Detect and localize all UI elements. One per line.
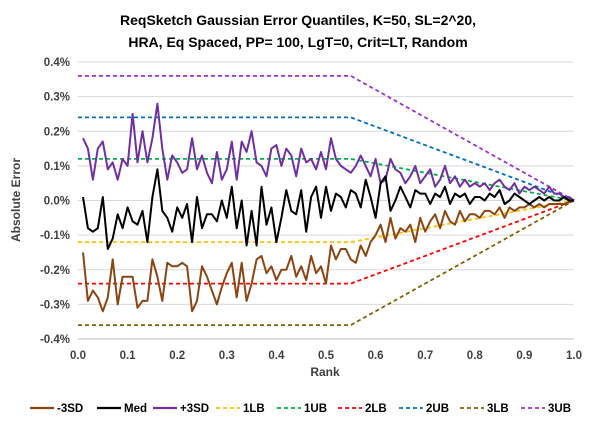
x-tick-label: 0.9 xyxy=(516,350,532,362)
x-tick-label: 0.7 xyxy=(417,350,433,362)
x-tick-label: 0.0 xyxy=(70,350,86,362)
x-tick-label: 0.1 xyxy=(120,350,137,362)
y-tick-label: -0.2% xyxy=(40,265,70,277)
y-tick-label: 0.3% xyxy=(44,92,70,104)
y-tick-labels: 0.4% 0.3% 0.2% 0.1% 0.0% -0.1% -0.2% -0.3% -0.4% xyxy=(40,57,70,346)
legend-label: Med xyxy=(124,403,147,415)
y-axis-title: Absolute Error xyxy=(9,158,23,242)
series-line-3ub xyxy=(78,75,575,202)
legend-label: 3UB xyxy=(548,403,571,415)
series-line-3sd xyxy=(82,199,575,313)
y-tick-label: -0.1% xyxy=(40,230,70,242)
x-tick-label: 0.3 xyxy=(219,350,235,362)
x-tick-label: 0.5 xyxy=(318,350,335,362)
series-line-med xyxy=(82,168,574,250)
x-tick-label: 0.2 xyxy=(169,350,185,362)
series-line-3lb xyxy=(78,199,575,327)
y-tick-label: 0.1% xyxy=(44,161,70,173)
legend-label: -3SD xyxy=(57,403,83,415)
legend-label: 2LB xyxy=(365,403,387,415)
legend: -3SD Med +3SD 1LB 1UB 2LB 2UB 3LB 3UB xyxy=(30,403,571,415)
series-line-3sd xyxy=(82,102,575,202)
legend-label: 1UB xyxy=(304,403,327,415)
legend-label: 1LB xyxy=(243,403,265,415)
x-tick-label: 0.6 xyxy=(368,350,384,362)
legend-label: +3SD xyxy=(180,403,209,415)
series-layer xyxy=(78,75,575,327)
x-axis-title: Rank xyxy=(310,365,340,379)
y-tick-label: 0.4% xyxy=(44,57,70,69)
legend-label: 3LB xyxy=(487,403,509,415)
x-tick-labels: 0.0 0.1 0.2 0.3 0.4 0.5 0.6 0.7 0.8 0.9 1.0 xyxy=(70,350,582,362)
legend-label: 2UB xyxy=(426,403,449,415)
x-tick-label: 0.8 xyxy=(467,350,484,362)
y-tick-label: -0.4% xyxy=(40,334,70,346)
chart-title-line-1: ReqSketch Gaussian Error Quantiles, K=50… xyxy=(120,12,476,28)
chart-title-line-2: HRA, Eq Spaced, PP= 100, LgT=0, Crit=LT,… xyxy=(128,34,467,50)
x-tick-label: 0.4 xyxy=(268,350,285,362)
y-tick-label: -0.3% xyxy=(40,299,70,311)
y-tick-label: 0.2% xyxy=(44,126,70,138)
y-tick-label: 0.0% xyxy=(44,196,70,208)
x-tick-label: 1.0 xyxy=(566,350,582,362)
